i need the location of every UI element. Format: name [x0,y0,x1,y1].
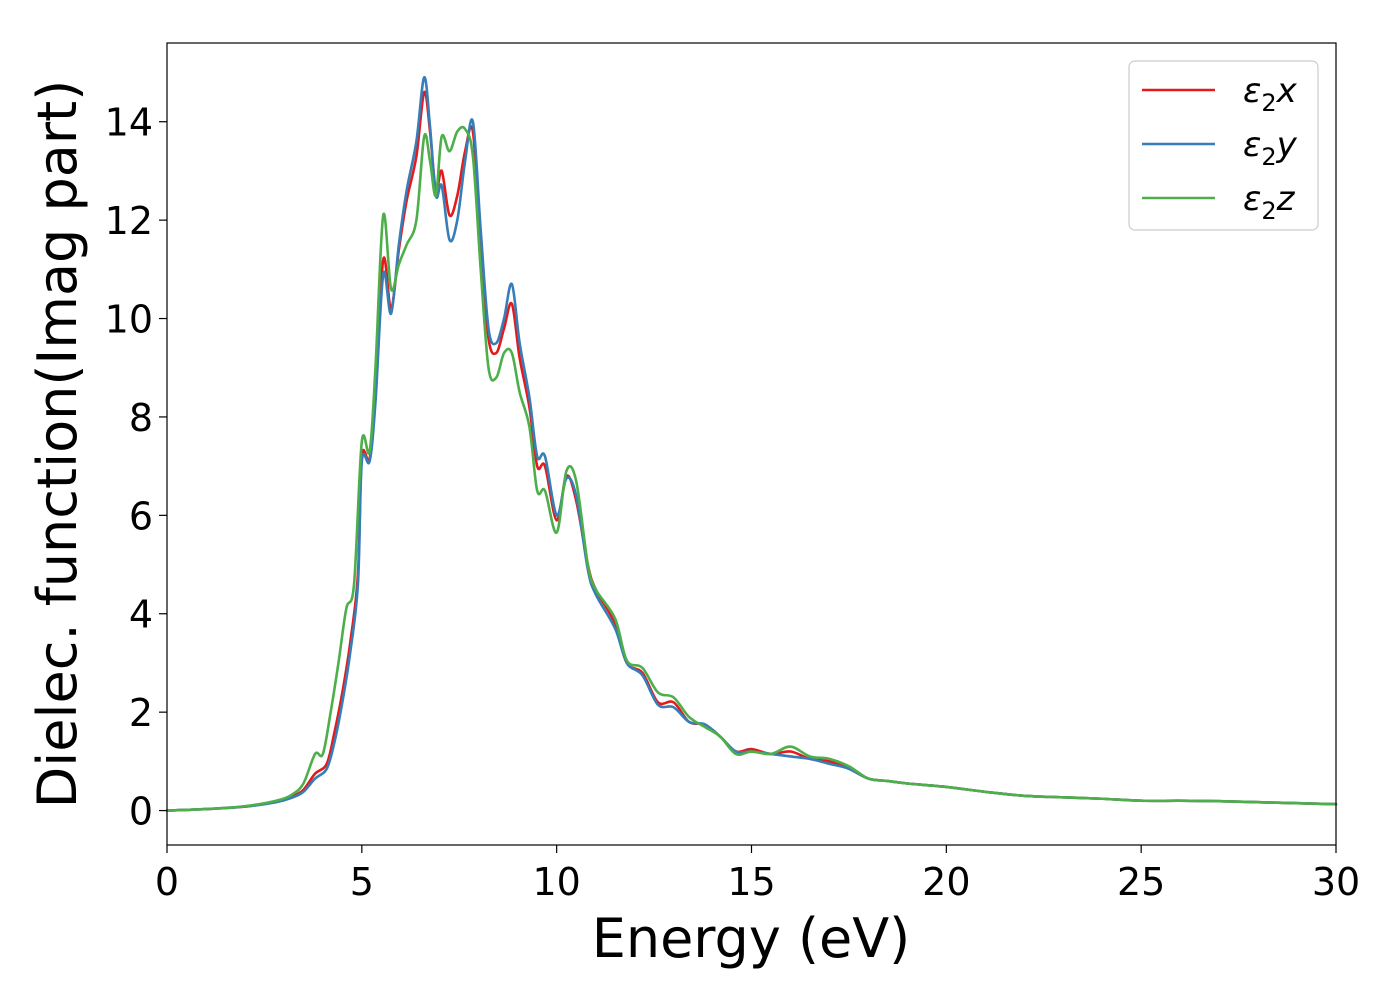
legend-label-subscript: 2 [1261,197,1276,225]
y-tick-label: 2 [129,691,153,735]
plot-lines [165,76,1338,812]
x-tick-label: 5 [350,860,374,904]
y-tick-label: 0 [129,790,153,834]
legend-label-subscript: 2 [1261,89,1276,117]
legend-label-y: ε2y [1243,125,1298,171]
y-tick-label: 14 [105,101,153,145]
legend-label-base: ε [1243,71,1261,111]
legend-label-z: ε2z [1243,179,1296,225]
x-tick-label: 20 [922,860,970,904]
y-tick-label: 4 [129,593,153,637]
x-tick-label: 15 [727,860,775,904]
y-tick-label: 10 [105,298,153,342]
legend-label-subscript: 2 [1261,143,1276,171]
x-tick-label: 10 [532,860,580,904]
y-tick-label: 12 [105,199,153,243]
x-tick-label: 30 [1312,860,1360,904]
y-axis-title: Dielec. function(Imag part) [26,80,89,809]
x-tick-label: 25 [1117,860,1165,904]
x-tick-label: 0 [155,860,179,904]
legend-label-suffix: x [1276,71,1298,111]
legend-label-base: ε [1243,125,1261,165]
series-line-z [165,125,1338,812]
legend-label-suffix: y [1276,125,1298,165]
legend-label-x: ε2x [1243,71,1298,117]
x-axis-title: Energy (eV) [592,907,911,970]
x-axis-ticks: 0 5 10 15 20 25 30 [155,845,1360,904]
legend-label-suffix: z [1276,179,1296,219]
y-tick-label: 8 [129,396,153,440]
legend-box [1128,60,1319,231]
legend-label-base: ε [1243,179,1261,219]
y-axis-ticks: 0 2 4 6 8 10 12 14 [105,101,167,834]
y-tick-label: 6 [129,494,153,538]
